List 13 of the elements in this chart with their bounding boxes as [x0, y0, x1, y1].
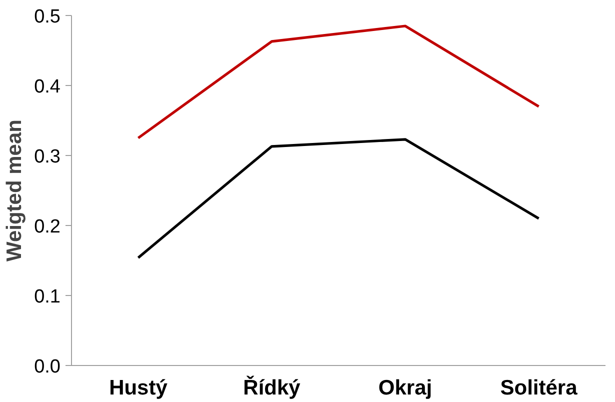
y-tick-label: 0.3	[34, 146, 61, 168]
y-axis-title: Weigted mean	[3, 120, 26, 262]
y-tick-label: 0.0	[34, 356, 61, 378]
y-tick-label: 0.4	[34, 76, 61, 98]
x-tick-label: Okraj	[378, 376, 432, 400]
line-series	[136, 138, 540, 259]
y-tick-label: 0.5	[34, 6, 61, 28]
x-tick-label: Solitéra	[500, 376, 578, 400]
y-tick-label: 0.2	[34, 216, 61, 238]
x-tick-label: Řídký	[243, 376, 301, 400]
line-series	[136, 24, 540, 140]
y-tick-label: 0.1	[34, 286, 61, 308]
x-tick-label: Hustý	[109, 376, 168, 400]
